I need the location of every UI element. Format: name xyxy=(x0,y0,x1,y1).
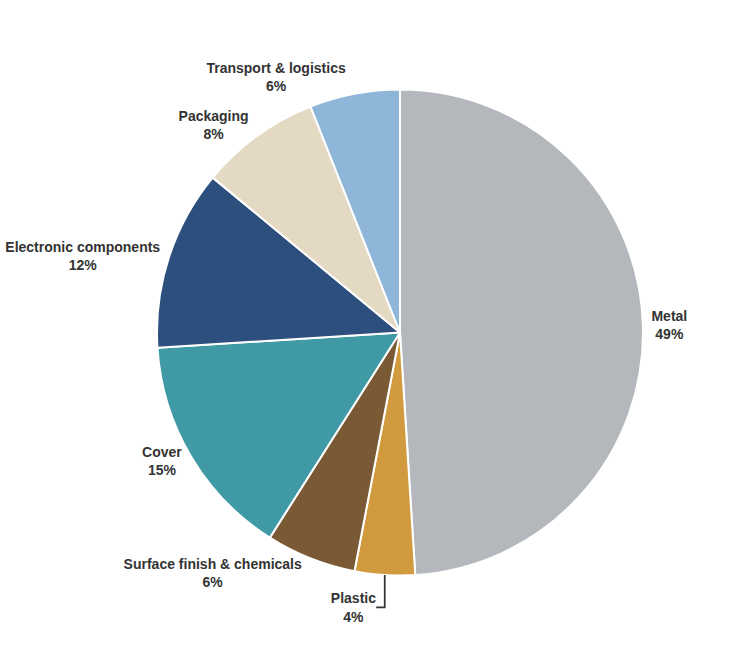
svg-text:Transport & logistics6%: Transport & logistics6% xyxy=(206,60,345,94)
svg-text:Surface finish & chemicals6%: Surface finish & chemicals6% xyxy=(124,556,302,590)
svg-text:Metal49%: Metal49% xyxy=(651,308,687,342)
svg-text:Plastic4%: Plastic4% xyxy=(331,590,376,624)
svg-text:Packaging8%: Packaging8% xyxy=(179,108,249,142)
svg-text:Cover15%: Cover15% xyxy=(142,444,182,478)
svg-text:Electronic components12%: Electronic components12% xyxy=(5,239,160,273)
